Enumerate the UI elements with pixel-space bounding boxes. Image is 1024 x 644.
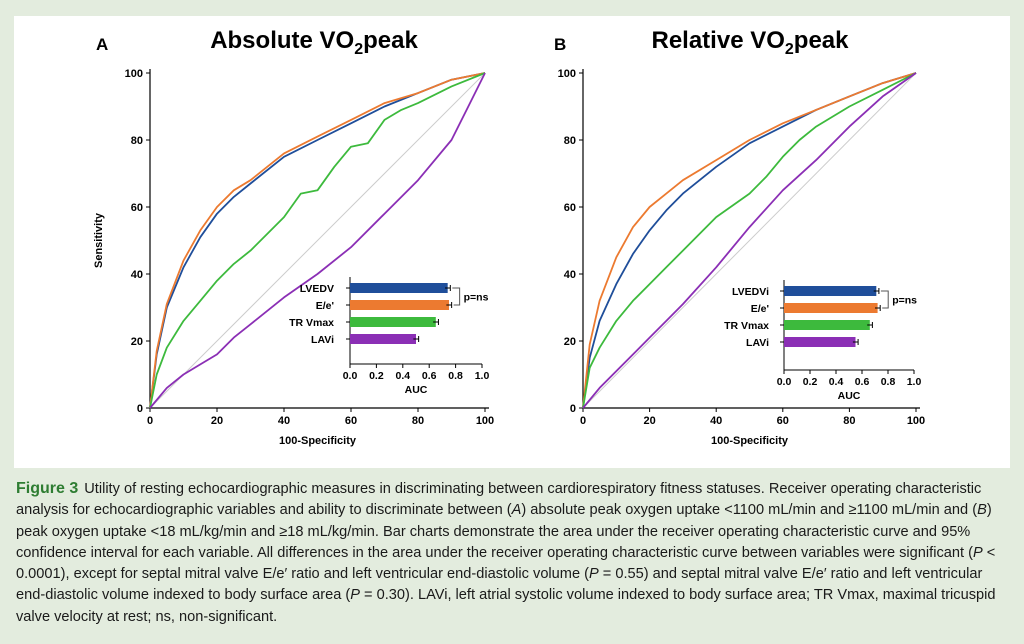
caption-italic-p2: P: [588, 566, 599, 583]
x-tick-label: 100: [476, 415, 494, 427]
inset-bar-lavi: [350, 334, 416, 344]
series-line-lvedv: [149, 72, 486, 409]
y-tick-label: 80: [131, 135, 143, 147]
inset-bar-tr-vmax: [350, 317, 436, 327]
chart-title: Relative VO2peak: [651, 27, 849, 58]
caption-text-5: = 0.55) and septal mitral valve E/e′ rat…: [16, 566, 983, 604]
series-line-lavi: [582, 72, 917, 409]
inset-tick-label: 0.6: [855, 376, 870, 388]
inset-bar-label: TR Vmax: [289, 317, 334, 329]
y-tick-label: 100: [558, 68, 576, 80]
caption-text-3: ) peak oxygen uptake <18 mL/kg/min and ≥…: [16, 502, 992, 561]
caption-label: Figure 3: [16, 480, 79, 497]
inset-axis-title: AUC: [838, 390, 861, 402]
inset-bar-e-e-: [784, 303, 878, 313]
y-tick-label: 60: [131, 202, 143, 214]
inset-bar-label: E/e': [751, 303, 769, 315]
figure-caption: Figure 3 Utility of resting echocardiogra…: [16, 478, 1010, 628]
x-tick-label: 80: [843, 415, 855, 427]
caption-italic-p1: P: [972, 544, 983, 561]
panel-b-relative: B Relative VO2peak 00 20 20 40 40 60 60 80 80 100 10…: [554, 27, 925, 447]
inset-tick-label: 0.8: [881, 376, 896, 388]
y-tick-label: 60: [564, 202, 576, 214]
caption-text-1: Utility of resting echocardiographic mea…: [16, 481, 982, 519]
x-tick-label: 20: [211, 415, 223, 427]
inset-tick-label: 0.0: [343, 370, 358, 382]
caption-italic-p3: P: [350, 587, 360, 604]
inset-bar-lavi: [784, 337, 856, 347]
series-line-tr-vmax: [149, 72, 486, 409]
inset-bar-tr-vmax: [784, 320, 870, 330]
inset-tick-label: 0.4: [395, 370, 410, 382]
x-tick-label: 60: [777, 415, 789, 427]
y-axis-title: Sensitivity: [93, 212, 105, 268]
inset-bar-e-e-: [350, 300, 449, 310]
series-line-lavi: [149, 72, 486, 409]
series-line-e-e-: [582, 72, 917, 409]
panel-letter: A: [96, 35, 108, 54]
y-tick-label: 0: [137, 403, 143, 415]
inset-tick-label: 0.8: [448, 370, 463, 382]
inset-tick-label: 0.6: [422, 370, 437, 382]
x-tick-label: 40: [278, 415, 290, 427]
inset-axis-title: AUC: [405, 384, 428, 396]
inset-tick-label: 1.0: [907, 376, 922, 388]
figure-panel: A Absolute VO2peak 0 0 20 20 40 40 60 60 80 80 100 10…: [14, 16, 1010, 468]
roc-charts: A Absolute VO2peak00202040406060808010010…: [93, 27, 925, 447]
caption-italic-a: A: [511, 502, 522, 519]
inset-bar-lvedvi: [784, 286, 877, 296]
inset-tick-label: 0.0: [777, 376, 792, 388]
panel-a-absolute: A Absolute VO2peak 00 20 20 40 40 60 60 80 80 100 10…: [93, 27, 494, 447]
y-tick-label: 20: [564, 336, 576, 348]
inset-bar-label: LAVi: [746, 337, 769, 349]
significance-label: p=ns: [892, 295, 917, 307]
inset-bar-label: TR Vmax: [724, 320, 769, 332]
y-tick-label: 0: [570, 403, 576, 415]
caption-text-6: = 0.30). LAVi, left atrial systolic volu…: [16, 587, 996, 625]
caption-italic-b: B: [977, 502, 987, 519]
significance-label: p=ns: [464, 292, 489, 304]
reference-diagonal: [149, 72, 486, 409]
caption-text-4: < 0.0001), except for septal mitral valv…: [16, 544, 996, 583]
x-tick-label: 20: [643, 415, 655, 427]
y-tick-label: 20: [131, 336, 143, 348]
inset-bar-label: LVEDV: [300, 283, 334, 295]
y-tick-label: 100: [125, 68, 143, 80]
significance-bracket: [880, 290, 889, 309]
inset-tick-label: 0.2: [369, 370, 384, 382]
y-tick-label: 80: [564, 135, 576, 147]
chart-title: Absolute VO2peak: [210, 27, 418, 58]
series-line-tr-vmax: [582, 72, 917, 409]
caption-text-2: ) absolute peak oxygen uptake <1100 mL/m…: [521, 502, 978, 519]
inset-tick-label: 1.0: [475, 370, 490, 382]
panel-letter: B: [554, 35, 566, 54]
inset-tick-label: 0.4: [829, 376, 844, 388]
inset-bar-label: E/e': [316, 300, 334, 312]
x-tick-label: 0: [580, 415, 586, 427]
y-tick-label: 40: [131, 269, 143, 281]
inset-bar-lvedv: [350, 283, 448, 293]
x-axis-title: 100-Specificity: [711, 435, 789, 447]
x-tick-label: 100: [907, 415, 925, 427]
reference-diagonal: [582, 72, 917, 409]
y-tick-label: 40: [564, 269, 576, 281]
inset-bar-label: LAVi: [311, 334, 334, 346]
significance-bracket: [452, 287, 461, 306]
inset-tick-label: 0.2: [803, 376, 818, 388]
x-axis-title: 100-Specificity: [279, 435, 357, 447]
x-tick-label: 40: [710, 415, 722, 427]
x-tick-label: 0: [147, 415, 153, 427]
series-line-e-e-: [149, 72, 486, 409]
inset-bar-label: LVEDVi: [732, 286, 769, 298]
x-tick-label: 80: [412, 415, 424, 427]
x-tick-label: 60: [345, 415, 357, 427]
